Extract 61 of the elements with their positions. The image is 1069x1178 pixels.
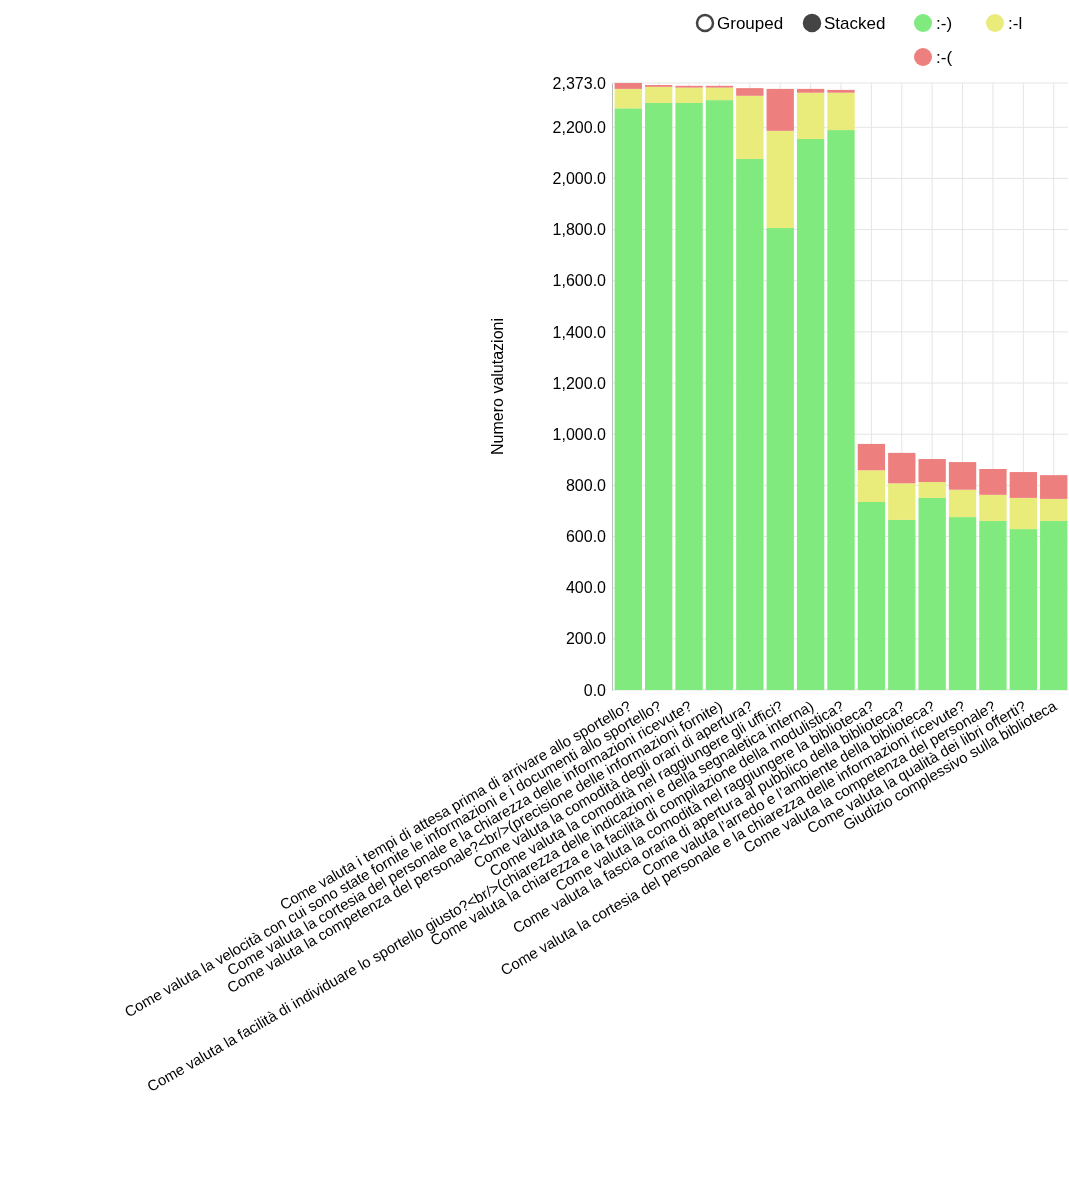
y-tick-label: 2,200.0 — [552, 118, 607, 136]
bar — [1009, 497, 1037, 530]
bar — [948, 462, 977, 490]
bar — [827, 89, 855, 93]
bar — [645, 102, 673, 690]
bar — [736, 95, 764, 159]
legend-label: :-) — [936, 14, 953, 33]
bar — [796, 88, 825, 93]
bar — [979, 520, 1007, 690]
y-tick-label: 1,400.0 — [552, 323, 607, 341]
bar — [918, 497, 946, 690]
bar — [948, 489, 977, 518]
y-tick-label: 0.0 — [583, 681, 607, 699]
bar — [736, 88, 764, 96]
y-tick-label: 400.0 — [565, 579, 607, 597]
bar — [766, 130, 794, 229]
bar — [979, 468, 1007, 495]
bar — [705, 87, 734, 101]
bar — [614, 83, 642, 89]
legend-label: :-( — [936, 48, 953, 67]
y-tick-label: 800.0 — [565, 476, 607, 494]
bar — [1040, 520, 1068, 690]
bar — [796, 139, 825, 690]
bar — [827, 130, 855, 690]
bar — [918, 482, 946, 498]
bar — [888, 519, 916, 690]
bar — [796, 92, 825, 140]
bar — [1009, 529, 1037, 690]
bar — [766, 228, 794, 690]
bar — [857, 470, 886, 502]
bar — [645, 86, 673, 103]
bar — [918, 459, 946, 483]
y-tick-label: 1,000.0 — [552, 425, 607, 443]
y-tick-label: 1,200.0 — [552, 374, 607, 392]
bar — [705, 100, 734, 690]
y-tick-label: 1,800.0 — [552, 221, 607, 239]
bar — [888, 483, 916, 520]
bar — [614, 88, 642, 109]
bar — [675, 102, 703, 690]
bar — [1040, 498, 1068, 521]
y-tick-label: 2,000.0 — [552, 170, 607, 188]
y-axis-title: Numero valutazioni — [489, 318, 506, 455]
text: Grouped — [717, 14, 784, 33]
y-tick-label: 600.0 — [565, 528, 607, 546]
bar — [857, 443, 886, 471]
bar — [675, 87, 703, 103]
bar — [979, 494, 1007, 521]
bar — [766, 88, 794, 131]
bar — [888, 452, 916, 484]
y-tick-label: 200.0 — [565, 630, 607, 648]
bar — [857, 501, 886, 690]
bar — [614, 108, 642, 690]
bar — [1040, 475, 1068, 499]
bar — [827, 92, 855, 131]
legend-label: :-l — [1008, 14, 1023, 33]
bar — [948, 517, 977, 690]
bar — [1009, 472, 1037, 498]
bar — [736, 158, 764, 690]
y-tick-label: 2,373.0 — [552, 74, 607, 92]
text: Stacked — [824, 14, 886, 33]
y-tick-label: 1,600.0 — [552, 272, 607, 290]
